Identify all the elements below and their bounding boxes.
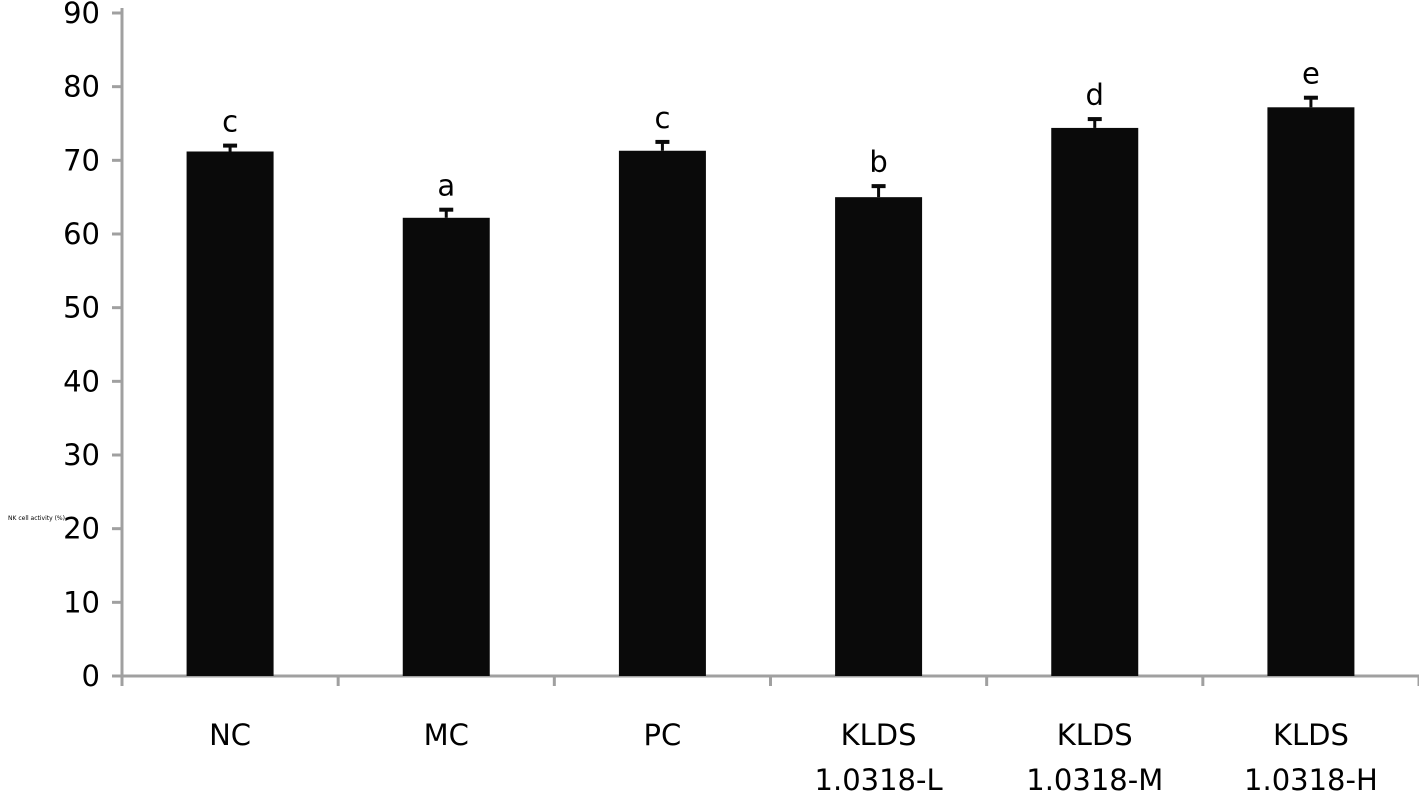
bar xyxy=(835,197,923,676)
y-axis-label: NK cell activity (%) xyxy=(8,515,65,522)
bar xyxy=(402,217,490,676)
significance-letter: a xyxy=(437,169,455,203)
x-category-label: KLDS xyxy=(1273,718,1349,752)
significance-letter: c xyxy=(222,105,238,139)
significance-letter: e xyxy=(1302,57,1320,91)
x-category-label: 1.0318-H xyxy=(1244,763,1378,797)
bar xyxy=(1051,127,1139,677)
x-category-label: KLDS xyxy=(841,718,917,752)
x-category-label: 1.0318-L xyxy=(815,763,943,797)
x-category-label: KLDS xyxy=(1057,718,1133,752)
y-tick-label: 30 xyxy=(63,438,100,472)
bar xyxy=(186,151,274,676)
significance-letter: c xyxy=(654,101,670,135)
y-tick-label: 10 xyxy=(63,585,100,619)
x-category-label: MC xyxy=(424,718,469,752)
bar xyxy=(618,150,706,677)
y-tick-label: 70 xyxy=(63,143,100,177)
significance-letter: b xyxy=(869,145,887,179)
y-tick-label: 0 xyxy=(82,659,100,693)
y-tick-label: 90 xyxy=(63,0,100,30)
y-tick-label: 50 xyxy=(63,291,100,325)
y-tick-label: 40 xyxy=(63,364,100,398)
significance-letter: d xyxy=(1086,78,1104,112)
y-tick-label: 60 xyxy=(63,217,100,251)
x-category-label: 1.0318-M xyxy=(1026,763,1163,797)
y-tick-label: 20 xyxy=(63,512,100,546)
x-category-label: NC xyxy=(209,718,251,752)
bar xyxy=(1267,107,1355,676)
x-category-label: PC xyxy=(644,718,682,752)
y-tick-label: 80 xyxy=(63,70,100,104)
